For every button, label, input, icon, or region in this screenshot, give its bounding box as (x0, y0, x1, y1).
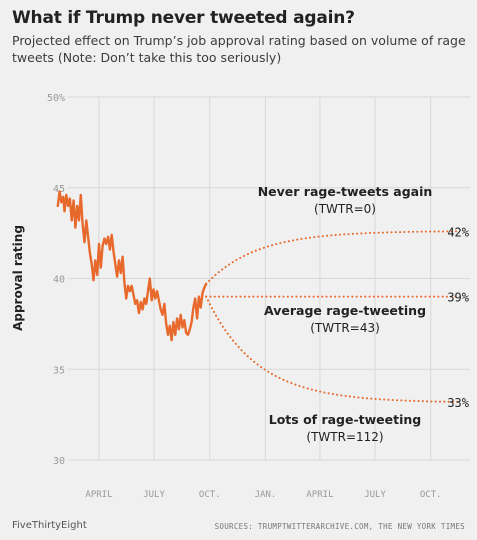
scenario-name: Never rage-tweets again (258, 184, 433, 199)
approval-line (56, 190, 208, 342)
scenario-labels: 42% Never rage-tweets again (TWTR=0) 39% Ave… (258, 184, 470, 444)
grid-layer (68, 96, 470, 461)
scenario-end-value: 39% (447, 291, 469, 305)
scenario-name: Lots of rage-tweeting (269, 412, 422, 427)
scenario-name: Average rage-tweeting (264, 303, 426, 318)
brand-credit: FiveThirtyEight (12, 520, 87, 531)
x-axis: APRIL JULY OCT. JAN. APRIL JULY OCT. (85, 490, 441, 500)
y-tick-label: 40 (53, 275, 65, 286)
x-tick-label: OCT. (420, 490, 442, 500)
scenario-sublabel: (TWTR=112) (306, 430, 383, 444)
x-tick-label: APRIL (85, 490, 112, 500)
projection-line (205, 230, 459, 285)
chart-title: What if Trump never tweeted again? (12, 8, 355, 28)
scenario-sublabel: (TWTR=0) (314, 202, 376, 216)
y-tick-label: 50% (47, 93, 65, 104)
y-axis-label: Approval rating (11, 225, 25, 331)
chart-subtitle: Projected effect on Trump’s job approval… (12, 33, 466, 65)
y-tick-label: 35 (53, 365, 65, 376)
x-tick-label: JAN. (255, 490, 277, 500)
y-axis: 30 35 40 45 50% (47, 93, 65, 467)
x-tick-label: APRIL (306, 490, 333, 500)
scenario-end-value: 33% (447, 396, 469, 410)
sources-note: SOURCES: TRUMPTWITTERARCHIVE.COM, THE NE… (214, 522, 465, 531)
projection-line (205, 295, 459, 403)
projection-layer (205, 230, 459, 403)
y-tick-label: 30 (53, 456, 65, 467)
x-tick-label: OCT. (199, 490, 221, 500)
y-tick-label: 45 (53, 184, 65, 195)
scenario-sublabel: (TWTR=43) (310, 321, 380, 335)
x-tick-label: JULY (143, 490, 165, 500)
x-tick-label: JULY (364, 490, 386, 500)
observed-layer (56, 190, 208, 342)
scenario-end-value: 42% (447, 225, 469, 239)
